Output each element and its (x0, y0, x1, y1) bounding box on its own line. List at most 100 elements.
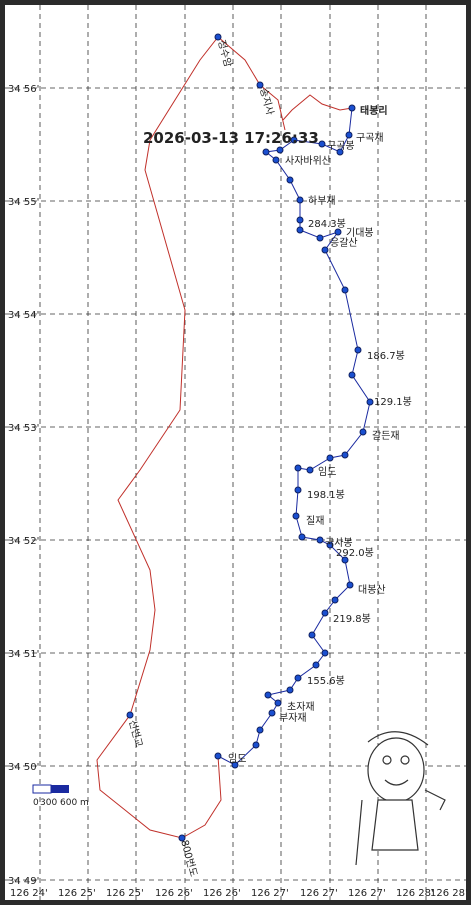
lon-label: 126 28' (396, 888, 434, 899)
waypoint (286, 176, 294, 184)
scale-label: 0 (33, 798, 39, 808)
waypoint (294, 464, 302, 472)
waypoint (296, 226, 304, 234)
red-track-top (282, 94, 353, 121)
waypoint (316, 536, 324, 544)
waypoint-label: 292.0봉 (336, 547, 374, 559)
waypoint (318, 140, 326, 148)
lon-label: 126 28' (430, 888, 468, 899)
waypoint-label: 284.3봉 (308, 218, 346, 230)
waypoint (256, 726, 264, 734)
waypoint (321, 246, 329, 254)
waypoint-label: 하부재 (308, 194, 336, 207)
waypoint-label: 기대봉 (346, 227, 374, 239)
lat-label: 34 54' (8, 310, 39, 321)
waypoint (290, 136, 298, 144)
scale-label: 300 (40, 798, 57, 808)
lon-label: 126 26' (203, 888, 241, 899)
waypoint (334, 228, 342, 236)
lon-label: 126 26' (155, 888, 193, 899)
waypoint-label: 임도 (228, 752, 246, 765)
lon-label: 126 27' (348, 888, 386, 899)
waypoint (262, 148, 270, 156)
waypoint (252, 741, 260, 749)
lat-label: 34 56' (8, 84, 39, 95)
lon-label: 126 25' (106, 888, 144, 899)
waypoint (312, 661, 320, 669)
waypoint (178, 834, 186, 842)
waypoint (256, 81, 264, 89)
waypoint (308, 631, 316, 639)
waypoint (331, 596, 339, 604)
waypoint (296, 216, 304, 224)
waypoint (316, 234, 324, 242)
waypoint (321, 649, 329, 657)
red-track (96, 36, 286, 839)
waypoint (341, 451, 349, 459)
lat-label: 34 53' (8, 423, 39, 434)
waypoint (341, 286, 349, 294)
waypoint-label: 186.7봉 (367, 350, 405, 362)
waypoint (264, 691, 272, 699)
cartoon (355, 731, 446, 866)
waypoint-label: 구곡재 (356, 132, 384, 144)
waypoint (354, 346, 362, 354)
waypoint-label: 태봉리 (360, 104, 388, 117)
waypoint-label: 초자재 (287, 701, 315, 713)
waypoint (268, 709, 276, 717)
waypoint (348, 371, 356, 379)
scale-bar: 0 300 600 m (32, 784, 89, 808)
waypoint (231, 761, 239, 769)
waypoint-label: 219.8봉 (333, 613, 371, 625)
lat-label: 34 49' (8, 876, 39, 887)
waypoint-label: 부자재 (279, 712, 307, 724)
waypoint-label: 갈든재 (372, 429, 400, 442)
grid (5, 5, 466, 900)
lat-label: 34 50' (8, 762, 39, 773)
waypoint-label: 임도 (318, 465, 336, 478)
waypoint (214, 752, 222, 760)
lat-label: 34 55' (8, 197, 39, 208)
waypoint-label: 국사봉 (325, 537, 353, 549)
timestamp: 2026-03-13 17:26:33 (143, 129, 319, 147)
waypoint (296, 196, 304, 204)
waypoint (292, 512, 300, 520)
waypoint (276, 146, 284, 154)
waypoint (366, 398, 374, 406)
lon-label: 126 24' (10, 888, 48, 899)
waypoint (346, 581, 354, 589)
waypoint (348, 104, 356, 112)
waypoint (294, 486, 302, 494)
waypoint (359, 428, 367, 436)
lat-label: 34 52' (8, 536, 39, 547)
waypoint-label: 질재 (306, 515, 324, 527)
waypoint (326, 541, 334, 549)
lat-label: 34 51' (8, 649, 39, 660)
waypoint-label: 구곡봉 (327, 140, 355, 152)
waypoint (126, 711, 134, 719)
lon-label: 126 27' (300, 888, 338, 899)
waypoint (321, 609, 329, 617)
waypoint-markers (126, 33, 374, 842)
lon-label: 126 25' (58, 888, 96, 899)
waypoint (345, 131, 353, 139)
waypoint-label: 129.1봉 (374, 396, 412, 408)
waypoint (214, 33, 222, 41)
waypoint (326, 454, 334, 462)
waypoint (286, 686, 294, 694)
waypoint-label: 대봉산 (358, 584, 386, 596)
waypoint (274, 699, 282, 707)
waypoint-label: 사자바위산 (285, 154, 331, 167)
waypoint (298, 533, 306, 541)
lon-label: 126 27' (251, 888, 289, 899)
waypoint-label: 155.6봉 (307, 675, 345, 687)
waypoint (272, 156, 280, 164)
waypoint (294, 674, 302, 682)
scale-label: 600 m (60, 798, 89, 808)
waypoint-label: 198.1봉 (307, 489, 345, 501)
waypoint-label: 응갈산 (330, 236, 358, 249)
waypoint (341, 556, 349, 564)
